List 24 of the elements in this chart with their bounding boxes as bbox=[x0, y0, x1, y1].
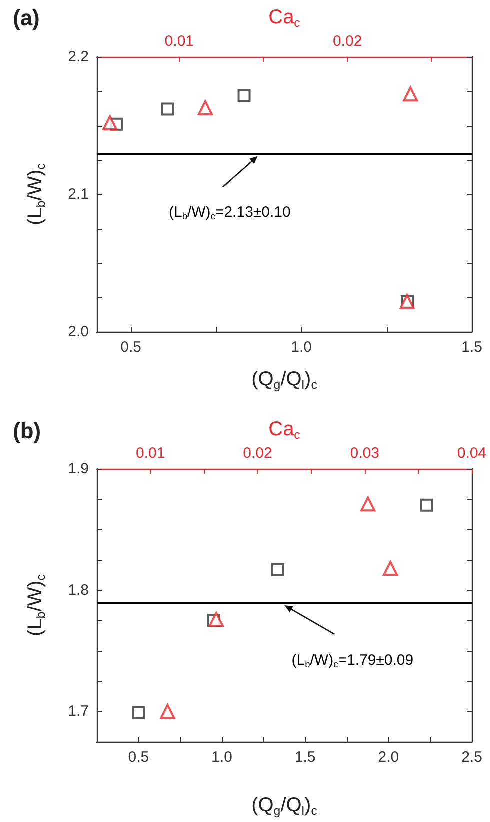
x2-tick-label: 0.04 bbox=[457, 445, 487, 462]
y-tick-label: 1.9 bbox=[68, 460, 89, 478]
x-tick-label: 1.0 bbox=[212, 749, 232, 766]
y-tick-label: 2.2 bbox=[68, 48, 89, 66]
x-tick-label: 1.0 bbox=[291, 339, 312, 356]
x-tick-label: 2.5 bbox=[462, 749, 482, 766]
x-tick-label: 0.5 bbox=[120, 339, 142, 356]
x2-tick-label: 0.01 bbox=[164, 33, 194, 50]
x-tick-label: 1.5 bbox=[462, 339, 482, 356]
chart-title: (b) bbox=[13, 418, 42, 444]
x-tick-label: 1.5 bbox=[294, 749, 316, 766]
y-tick-label: 1.7 bbox=[68, 703, 89, 720]
y-tick-label: 2.1 bbox=[68, 186, 89, 203]
y-tick-label: 1.8 bbox=[68, 582, 89, 599]
y-tick-label: 2.0 bbox=[68, 324, 89, 340]
x-tick-label: 2.0 bbox=[378, 749, 400, 766]
y-axis-title: (Lb/W)c bbox=[24, 574, 48, 636]
x2-tick-label: 0.03 bbox=[350, 445, 380, 462]
x2-tick-label: 0.02 bbox=[332, 33, 362, 50]
x2-tick-label: 0.02 bbox=[243, 445, 272, 462]
x-tick-label: 0.5 bbox=[128, 749, 150, 766]
x2-tick-label: 0.01 bbox=[136, 445, 166, 462]
chart-title: (a) bbox=[13, 6, 40, 30]
y-axis-title: (Lb/W)c bbox=[24, 164, 48, 226]
